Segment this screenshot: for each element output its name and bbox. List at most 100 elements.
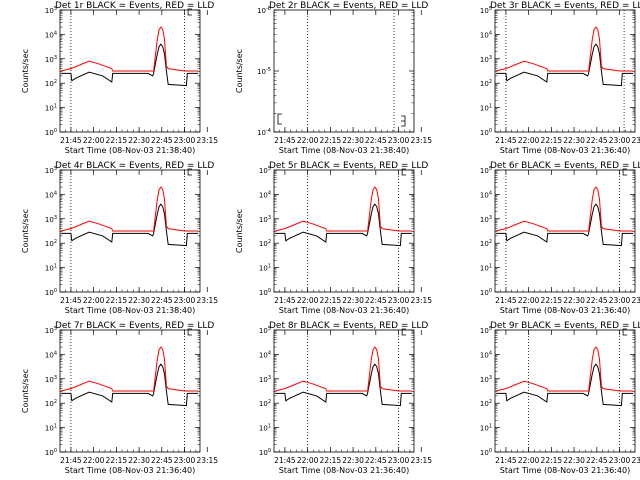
y-tick-label: 100 [45,128,57,137]
y-axis-label: Counts/sec [21,49,30,93]
x-tick-label: 22:45 [365,136,387,145]
y-axis-label: Counts/sec [235,49,244,93]
x-tick-label: 22:30 [563,136,585,145]
x-tick-label: 21:45 [274,296,296,305]
events-line [495,43,634,87]
y-tick-label: 101 [45,104,57,113]
y-tick-label: 101 [45,424,57,433]
x-tick-label: 22:00 [297,296,319,305]
panel-title: Det 4r BLACK = Events, RED = LLD [55,161,214,171]
y-tick-label: 10-6 [257,6,271,15]
y-tick-label: 100 [480,288,492,297]
x-tick-label: 22:15 [541,136,563,145]
x-axis-label: Start Time (08-Nov-03 21:38:40) [65,306,195,315]
x-tick-label: 23:00 [174,296,196,305]
y-tick-label: 102 [480,239,492,248]
y-tick-label: 103 [480,55,492,64]
bracket-marker [622,168,628,176]
x-tick-label: 21:45 [495,136,517,145]
x-tick-label: 23:15 [196,136,218,145]
x-axis-label: Start Time (08-Nov-03 21:38:40) [279,146,409,155]
panel-det-1r: Det 1r BLACK = Events, RED = LLD 100 101 10… [21,1,218,155]
bracket-marker [401,168,407,176]
x-tick-label: 21:45 [274,136,296,145]
x-tick-label: 23:00 [609,456,631,465]
x-tick-label: 22:00 [297,136,319,145]
lld-line [60,346,199,392]
x-tick-label: 22:15 [320,136,342,145]
x-tick-label: 22:45 [586,296,608,305]
y-tick-label: 104 [259,190,271,199]
x-tick-label: 22:00 [518,136,540,145]
y-axis-label: Counts/sec [21,209,30,253]
x-tick-label: 23:15 [631,456,640,465]
panel-det-4r: Det 4r BLACK = Events, RED = LLD 100 101 10… [21,161,218,315]
y-axis-label: Counts/sec [21,369,30,413]
x-tick-label: 22:15 [320,456,342,465]
plot-frame [59,329,201,453]
x-tick-label: 22:45 [151,136,173,145]
x-tick-label: 22:45 [586,456,608,465]
x-axis-label: Start Time (08-Nov-03 21:36:40) [500,306,630,315]
x-tick-label: 22:00 [297,456,319,465]
panel-det-7r: Det 7r BLACK = Events, RED = LLD 100 101 10… [21,321,218,475]
y-tick-label: 103 [45,215,57,224]
y-tick-label: 101 [480,104,492,113]
x-axis-label: Start Time (08-Nov-03 21:36:40) [279,306,409,315]
y-tick-label: 102 [259,239,271,248]
y-tick-label: 105 [45,166,57,175]
x-tick-label: 22:30 [128,136,150,145]
panel-title: Det 5r BLACK = Events, RED = LLD [269,161,428,171]
plot-frame [59,9,201,133]
y-tick-label: 103 [259,215,271,224]
x-tick-label: 23:15 [196,296,218,305]
y-tick-label: 100 [480,448,492,457]
x-tick-label: 22:30 [342,456,364,465]
x-tick-label: 22:15 [541,296,563,305]
bracket-marker [401,328,407,336]
x-tick-label: 22:15 [106,296,128,305]
x-tick-label: 22:30 [128,456,150,465]
y-tick-label: 100 [259,288,271,297]
x-tick-label: 22:15 [106,136,128,145]
panel-title: Det 6r BLACK = Events, RED = LLD [490,161,640,171]
y-tick-label: 104 [45,190,57,199]
plot-frame [273,329,415,453]
x-tick-label: 23:00 [609,136,631,145]
x-tick-label: 22:45 [151,296,173,305]
x-tick-label: 22:45 [151,456,173,465]
events-line [274,363,413,407]
y-tick-label: 102 [480,79,492,88]
lld-line [495,186,634,232]
x-tick-label: 23:15 [196,456,218,465]
x-axis-label: Start Time (08-Nov-03 21:36:40) [279,466,409,475]
x-tick-label: 23:00 [174,456,196,465]
x-axis-label: Start Time (08-Nov-03 21:38:40) [65,146,195,155]
x-tick-label: 21:45 [60,136,82,145]
x-tick-label: 23:15 [410,296,432,305]
bracket-marker-left [277,113,282,125]
y-axis-label: Counts/sec [235,209,244,253]
panel-title: Det 2r BLACK = Events, RED = LLD [269,1,428,11]
x-axis-label: Start Time (08-Nov-03 21:36:40) [500,146,630,155]
x-tick-label: 21:45 [495,456,517,465]
panel-title: Det 9r BLACK = Events, RED = LLD [490,321,640,331]
y-tick-label: 104 [480,30,492,39]
events-line [274,203,413,247]
x-tick-label: 22:30 [128,296,150,305]
y-tick-label: 105 [259,166,271,175]
plot-frame [494,329,636,453]
panel-det-6r: Det 6r BLACK = Events, RED = LLD 100 101 10… [480,161,640,315]
x-tick-label: 22:30 [342,296,364,305]
y-tick-label: 101 [259,424,271,433]
y-tick-label: 104 [259,350,271,359]
x-tick-label: 22:30 [563,296,585,305]
y-tick-label: 103 [259,375,271,384]
lld-line [274,186,413,232]
events-line [60,363,199,407]
x-tick-label: 21:45 [274,456,296,465]
bracket-marker [187,328,193,336]
y-tick-label: 100 [45,448,57,457]
